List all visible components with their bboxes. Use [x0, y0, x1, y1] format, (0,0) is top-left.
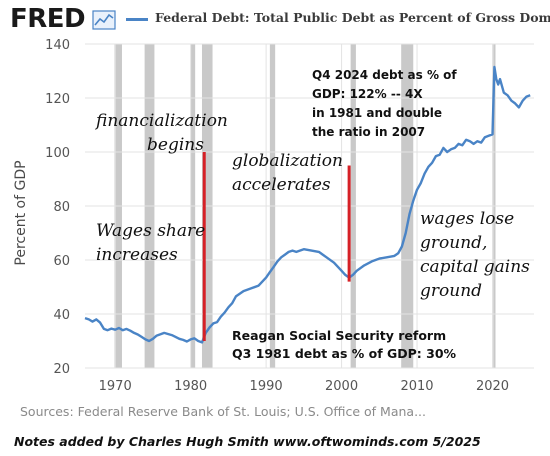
annotation-wages-share-2: increases [96, 245, 178, 265]
annotation-q3-1981: Q3 1981 debt as % of GDP: 30% [232, 346, 457, 361]
chart-header: FRED Federal Debt: Total Public Debt as … [0, 0, 550, 38]
annotation-wages-lose-3: capital gains [420, 257, 530, 277]
annotation-reagan: Reagan Social Security reform [232, 328, 446, 343]
x-tick-label: 2000 [325, 379, 358, 394]
annotation-financialization-1: financialization [94, 111, 228, 131]
series-line-0 [84, 65, 531, 344]
y-tick-label: 60 [53, 254, 70, 269]
annotation-financialization-2: begins [147, 135, 204, 155]
legend-swatch [126, 18, 148, 21]
x-tick-label: 1970 [99, 379, 132, 394]
x-tick-label: 1980 [174, 379, 207, 394]
fred-logo: FRED [10, 4, 86, 34]
x-tick-label: 2020 [476, 379, 509, 394]
x-tick-label: 2010 [400, 379, 433, 394]
source-note: Sources: Federal Reserve Bank of St. Lou… [20, 404, 427, 419]
y-tick-label: 100 [45, 146, 70, 161]
annotation-q4-1: Q4 2024 debt as % of [312, 68, 457, 82]
annotation-wages-lose-4: ground [420, 281, 482, 301]
annotation-q4-4: the ratio in 2007 [312, 125, 425, 139]
fred-graph-icon [92, 10, 116, 30]
annotation-wages-lose-2: ground, [420, 233, 487, 253]
chart-plot: 20 40 60 80 100 120 140 1970 1980 1990 2000 2010 20… [13, 38, 534, 394]
y-axis-label: Percent of GDP [13, 160, 29, 265]
y-tick-label: 20 [53, 362, 70, 377]
y-tick-label: 80 [53, 200, 70, 215]
annotation-wages-share-1: Wages share [96, 221, 205, 241]
series-layer [84, 65, 531, 344]
y-tick-label: 140 [45, 38, 70, 53]
annotation-q4-3: in 1981 and double [312, 106, 442, 120]
y-axis-ticks: 20 40 60 80 100 120 140 [45, 38, 70, 377]
annotation-q4-2: GDP: 122% -- 4X [312, 87, 423, 101]
y-tick-label: 40 [53, 308, 70, 323]
x-axis-ticks: 1970 1980 1990 2000 2010 2020 [99, 379, 509, 394]
annotation-wages-lose-1: wages lose [420, 209, 514, 229]
grid-lines [85, 43, 534, 369]
annotation-globalization-1: globalization [232, 151, 343, 171]
x-tick-label: 1990 [250, 379, 283, 394]
legend-label: Federal Debt: Total Public Debt as Perce… [155, 10, 550, 25]
y-tick-label: 120 [45, 92, 70, 107]
annotation-lines [202, 152, 351, 341]
annotation-globalization-2: accelerates [232, 175, 331, 195]
notes-credit: Notes added by Charles Hugh Smith www.of… [14, 434, 481, 449]
